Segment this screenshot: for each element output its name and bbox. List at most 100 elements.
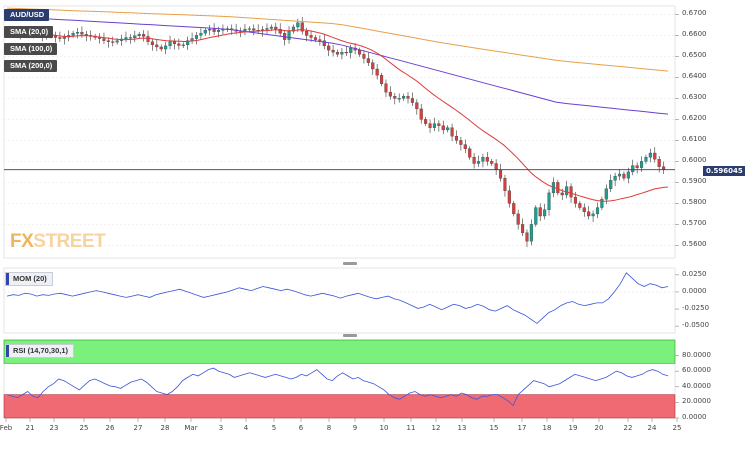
candle-body (287, 31, 291, 40)
candle-body (450, 127, 454, 137)
candle-body (318, 39, 322, 41)
y-tick-label: 0.5700 (682, 219, 707, 228)
candle-body (305, 31, 309, 36)
candle-body (159, 46, 163, 50)
candle-body (75, 32, 80, 34)
sma-100-legend[interactable]: SMA (100,0) (4, 43, 58, 55)
candle-body (106, 40, 110, 42)
candle-body (194, 35, 199, 39)
x-tick-label: 10 (379, 424, 389, 432)
candle-body (309, 35, 313, 38)
candle-body (521, 224, 525, 233)
candle-body (406, 96, 410, 99)
x-tick-label: 5 (271, 424, 277, 432)
candle-body (331, 49, 335, 53)
candle-body (622, 173, 626, 179)
candle-body (146, 36, 150, 42)
candle-body (190, 38, 194, 41)
candle-body (344, 52, 348, 54)
x-tick-label: 25 (672, 424, 682, 432)
candle-body (102, 38, 106, 41)
candle-body (291, 26, 295, 32)
sma-200-line (6, 7, 669, 72)
candle-body (560, 192, 564, 196)
sma-100-line (6, 16, 669, 115)
candle-body (525, 232, 529, 242)
y-tick-label: 60.0000 (682, 366, 711, 375)
x-tick-label: 18 (542, 424, 552, 432)
candle-body (644, 157, 648, 162)
candle-body (278, 28, 282, 34)
candle-body (428, 123, 432, 128)
candle-body (269, 26, 273, 29)
y-tick-label: 0.5900 (682, 177, 707, 186)
rsi-oversold-zone (3, 394, 676, 419)
candle-body (573, 196, 578, 204)
x-tick-label: 26 (105, 424, 115, 432)
candle-body (446, 127, 450, 131)
x-tick-label: 20 (594, 424, 604, 432)
x-tick-label: 27 (133, 424, 143, 432)
rsi-line (6, 367, 669, 407)
x-tick-label: 3 (218, 424, 224, 432)
candle-body (569, 186, 573, 198)
y-tick-label: 0.6000 (682, 156, 707, 165)
candle-body (340, 52, 344, 55)
candle-body (384, 83, 388, 93)
panel-splitter-handle[interactable] (343, 262, 357, 265)
momentum-panel-frame (3, 267, 676, 334)
y-tick-label: 0.6600 (682, 30, 707, 39)
candle-body (490, 161, 494, 164)
candle-body (142, 34, 146, 37)
candle-body (274, 26, 278, 30)
candle-body (203, 29, 207, 34)
candle-body (208, 28, 212, 31)
candle-body (164, 45, 168, 50)
candle-body (62, 36, 66, 39)
candle-body (494, 163, 498, 170)
candle-body (402, 96, 406, 99)
candle-body (485, 157, 489, 162)
candle-body (133, 35, 137, 39)
candle-body (648, 152, 652, 158)
candle-body (600, 199, 604, 208)
y-tick-label: 0.0250 (682, 269, 707, 278)
candle-body (216, 29, 221, 32)
candle-body (313, 37, 318, 40)
y-tick-label: 0.5800 (682, 198, 707, 207)
momentum-legend[interactable]: MOM (20) (5, 272, 53, 286)
candle-body (58, 37, 62, 39)
candle-body (565, 186, 569, 196)
candle-body (252, 28, 256, 31)
candle-body (111, 41, 115, 43)
x-tick-label: Mar (184, 424, 198, 432)
sma-20-legend[interactable]: SMA (20,0) (4, 26, 54, 38)
candle-body (362, 54, 366, 59)
x-tick-label: 17 (517, 424, 527, 432)
x-tick-label: 12 (431, 424, 441, 432)
candle-body (578, 203, 582, 208)
y-tick-label: 0.6500 (682, 51, 707, 60)
x-tick-label: 23 (49, 424, 59, 432)
candle-body (415, 102, 419, 110)
candle-body (335, 52, 340, 55)
candle-body (534, 207, 538, 225)
candle-body (512, 203, 516, 215)
candle-body (300, 22, 304, 32)
x-tick-label: 4 (243, 424, 249, 432)
candle-body (653, 152, 657, 160)
x-tick-label: 21 (25, 424, 35, 432)
candle-body (115, 40, 119, 43)
rsi-legend[interactable]: RSI (14,70,30,1) (5, 344, 75, 358)
candle-body (322, 40, 326, 47)
candle-body (454, 136, 459, 141)
panel-splitter-handle[interactable] (343, 334, 357, 337)
candle-body (476, 161, 481, 164)
candle-body (543, 209, 547, 217)
y-tick-label: 0.6200 (682, 114, 707, 123)
sma-200-legend[interactable]: SMA (200,0) (4, 60, 58, 72)
x-tick-label: 13 (457, 424, 467, 432)
y-tick-label: 0.6300 (682, 93, 707, 102)
candle-body (80, 32, 84, 35)
